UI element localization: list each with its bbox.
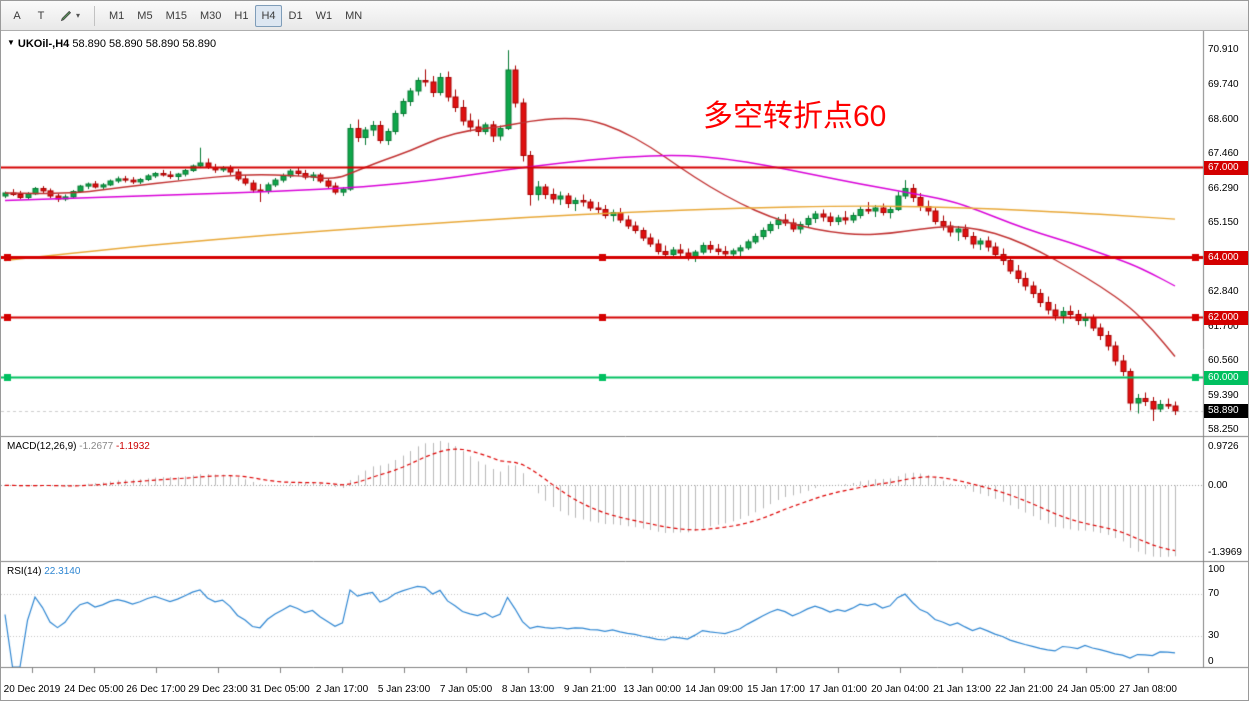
- rsi-label: RSI(14): [7, 566, 42, 577]
- time-axis-label: 7 Jan 05:00: [439, 684, 493, 695]
- price-axis-label: 68.600: [1208, 113, 1239, 125]
- price-axis-label: 61.700: [1208, 320, 1239, 332]
- time-axis-label: 20 Jan 04:00: [871, 684, 929, 695]
- macd-signal-value: -1.1932: [115, 441, 150, 452]
- time-axis-label: 9 Jan 21:00: [563, 684, 617, 695]
- time-axis-label: 24 Jan 05:00: [1057, 684, 1115, 695]
- macd-header: MACD(12,26,9) -1.2677 -1.1932: [7, 441, 150, 452]
- time-axis-label: 8 Jan 13:00: [501, 684, 555, 695]
- price-axis-label: 62.840: [1208, 286, 1239, 298]
- rsi-scale-0: 0: [1208, 656, 1214, 667]
- time-axis-label: 27 Jan 08:00: [1119, 684, 1177, 695]
- chart-annotation-text[interactable]: 多空转折点60: [703, 100, 887, 133]
- price-axis-label: 70.910: [1208, 44, 1239, 56]
- timeframe-button-m30[interactable]: M30: [194, 5, 227, 27]
- time-axis-label: 5 Jan 23:00: [377, 684, 431, 695]
- toolbar-button-t[interactable]: T: [30, 5, 52, 27]
- chart-canvas[interactable]: [1, 31, 1248, 700]
- time-axis-label: 17 Jan 01:00: [809, 684, 867, 695]
- price-axis-label: 69.740: [1208, 79, 1239, 91]
- macd-label: MACD(12,26,9): [7, 441, 77, 452]
- drawing-tools-dropdown[interactable]: ▾: [54, 5, 86, 27]
- symbol-period-label: UKOil-,H4: [17, 38, 70, 50]
- time-axis-label: 13 Jan 00:00: [623, 684, 681, 695]
- chart-area: ▼ UKOil-,H4 58.890 58.890 58.890 58.890 多…: [1, 31, 1248, 700]
- timeframe-button-mn[interactable]: MN: [339, 5, 368, 27]
- rsi-scale-30: 30: [1208, 629, 1220, 641]
- macd-scale-zero: 0.00: [1208, 479, 1228, 491]
- pencil-icon: [60, 10, 72, 22]
- price-axis-label: 58.250: [1208, 424, 1239, 435]
- price-axis-label: 65.150: [1208, 217, 1239, 228]
- time-axis-label: 24 Dec 05:00: [64, 684, 124, 695]
- macd-scale-min: -1.3969: [1208, 547, 1242, 558]
- macd-scale-max: 0.9726: [1208, 441, 1239, 452]
- ohlc-values: 58.890 58.890 58.890 58.890: [72, 38, 217, 50]
- timeframe-group: M1 M5 M15 M30 H1 H4 D1 W1 MN: [103, 4, 368, 27]
- time-axis-label: 20 Dec 2019: [3, 684, 61, 695]
- price-badge-67000: 67.000: [1204, 160, 1248, 175]
- time-axis-label: 15 Jan 17:00: [747, 684, 805, 695]
- time-axis-label: 14 Jan 09:00: [685, 684, 743, 695]
- toolbar-button-a[interactable]: A: [6, 5, 28, 27]
- price-badge-64000: 64.000: [1204, 250, 1248, 265]
- rsi-scale-70: 70: [1208, 587, 1220, 599]
- timeframe-button-w1[interactable]: W1: [310, 5, 339, 27]
- toolbar: A T ▾ M1 M5 M15 M30 H1 H4 D1 W1 MN: [1, 1, 1248, 31]
- timeframe-button-m15[interactable]: M15: [160, 5, 193, 27]
- price-axis-label: 67.460: [1208, 147, 1239, 159]
- time-axis-label: 22 Jan 21:00: [995, 684, 1053, 695]
- time-axis-label: 26 Dec 17:00: [126, 684, 186, 695]
- time-axis-label: 31 Dec 05:00: [250, 684, 310, 695]
- chevron-down-icon: ▾: [76, 11, 81, 20]
- toolbar-separator: [94, 5, 96, 26]
- timeframe-button-d1[interactable]: D1: [283, 5, 309, 27]
- timeframe-button-m1[interactable]: M1: [103, 5, 130, 27]
- rsi-scale-100: 100: [1208, 564, 1225, 575]
- time-axis-label: 21 Jan 13:00: [933, 684, 991, 695]
- price-axis-label: 66.290: [1208, 182, 1239, 194]
- price-axis-label: 60.560: [1208, 354, 1239, 366]
- macd-main-value: -1.2677: [79, 441, 114, 452]
- chart-title-bar: ▼ UKOil-,H4 58.890 58.890 58.890 58.890: [7, 38, 216, 50]
- time-axis-label: 2 Jan 17:00: [315, 684, 369, 695]
- price-badge-60000: 60.000: [1204, 370, 1248, 385]
- rsi-header: RSI(14) 22.3140: [7, 566, 80, 577]
- timeframe-button-m5[interactable]: M5: [131, 5, 158, 27]
- timeframe-button-h1[interactable]: H1: [228, 5, 254, 27]
- price-badge-current: 58.890: [1204, 403, 1248, 418]
- price-axis-label: 59.390: [1208, 389, 1239, 401]
- chart-collapse-icon[interactable]: ▼: [7, 38, 15, 47]
- timeframe-button-h4[interactable]: H4: [255, 4, 282, 27]
- time-axis-label: 29 Dec 23:00: [188, 684, 248, 695]
- rsi-value: 22.3140: [44, 566, 81, 577]
- price-badge-62000: 62.000: [1204, 310, 1248, 325]
